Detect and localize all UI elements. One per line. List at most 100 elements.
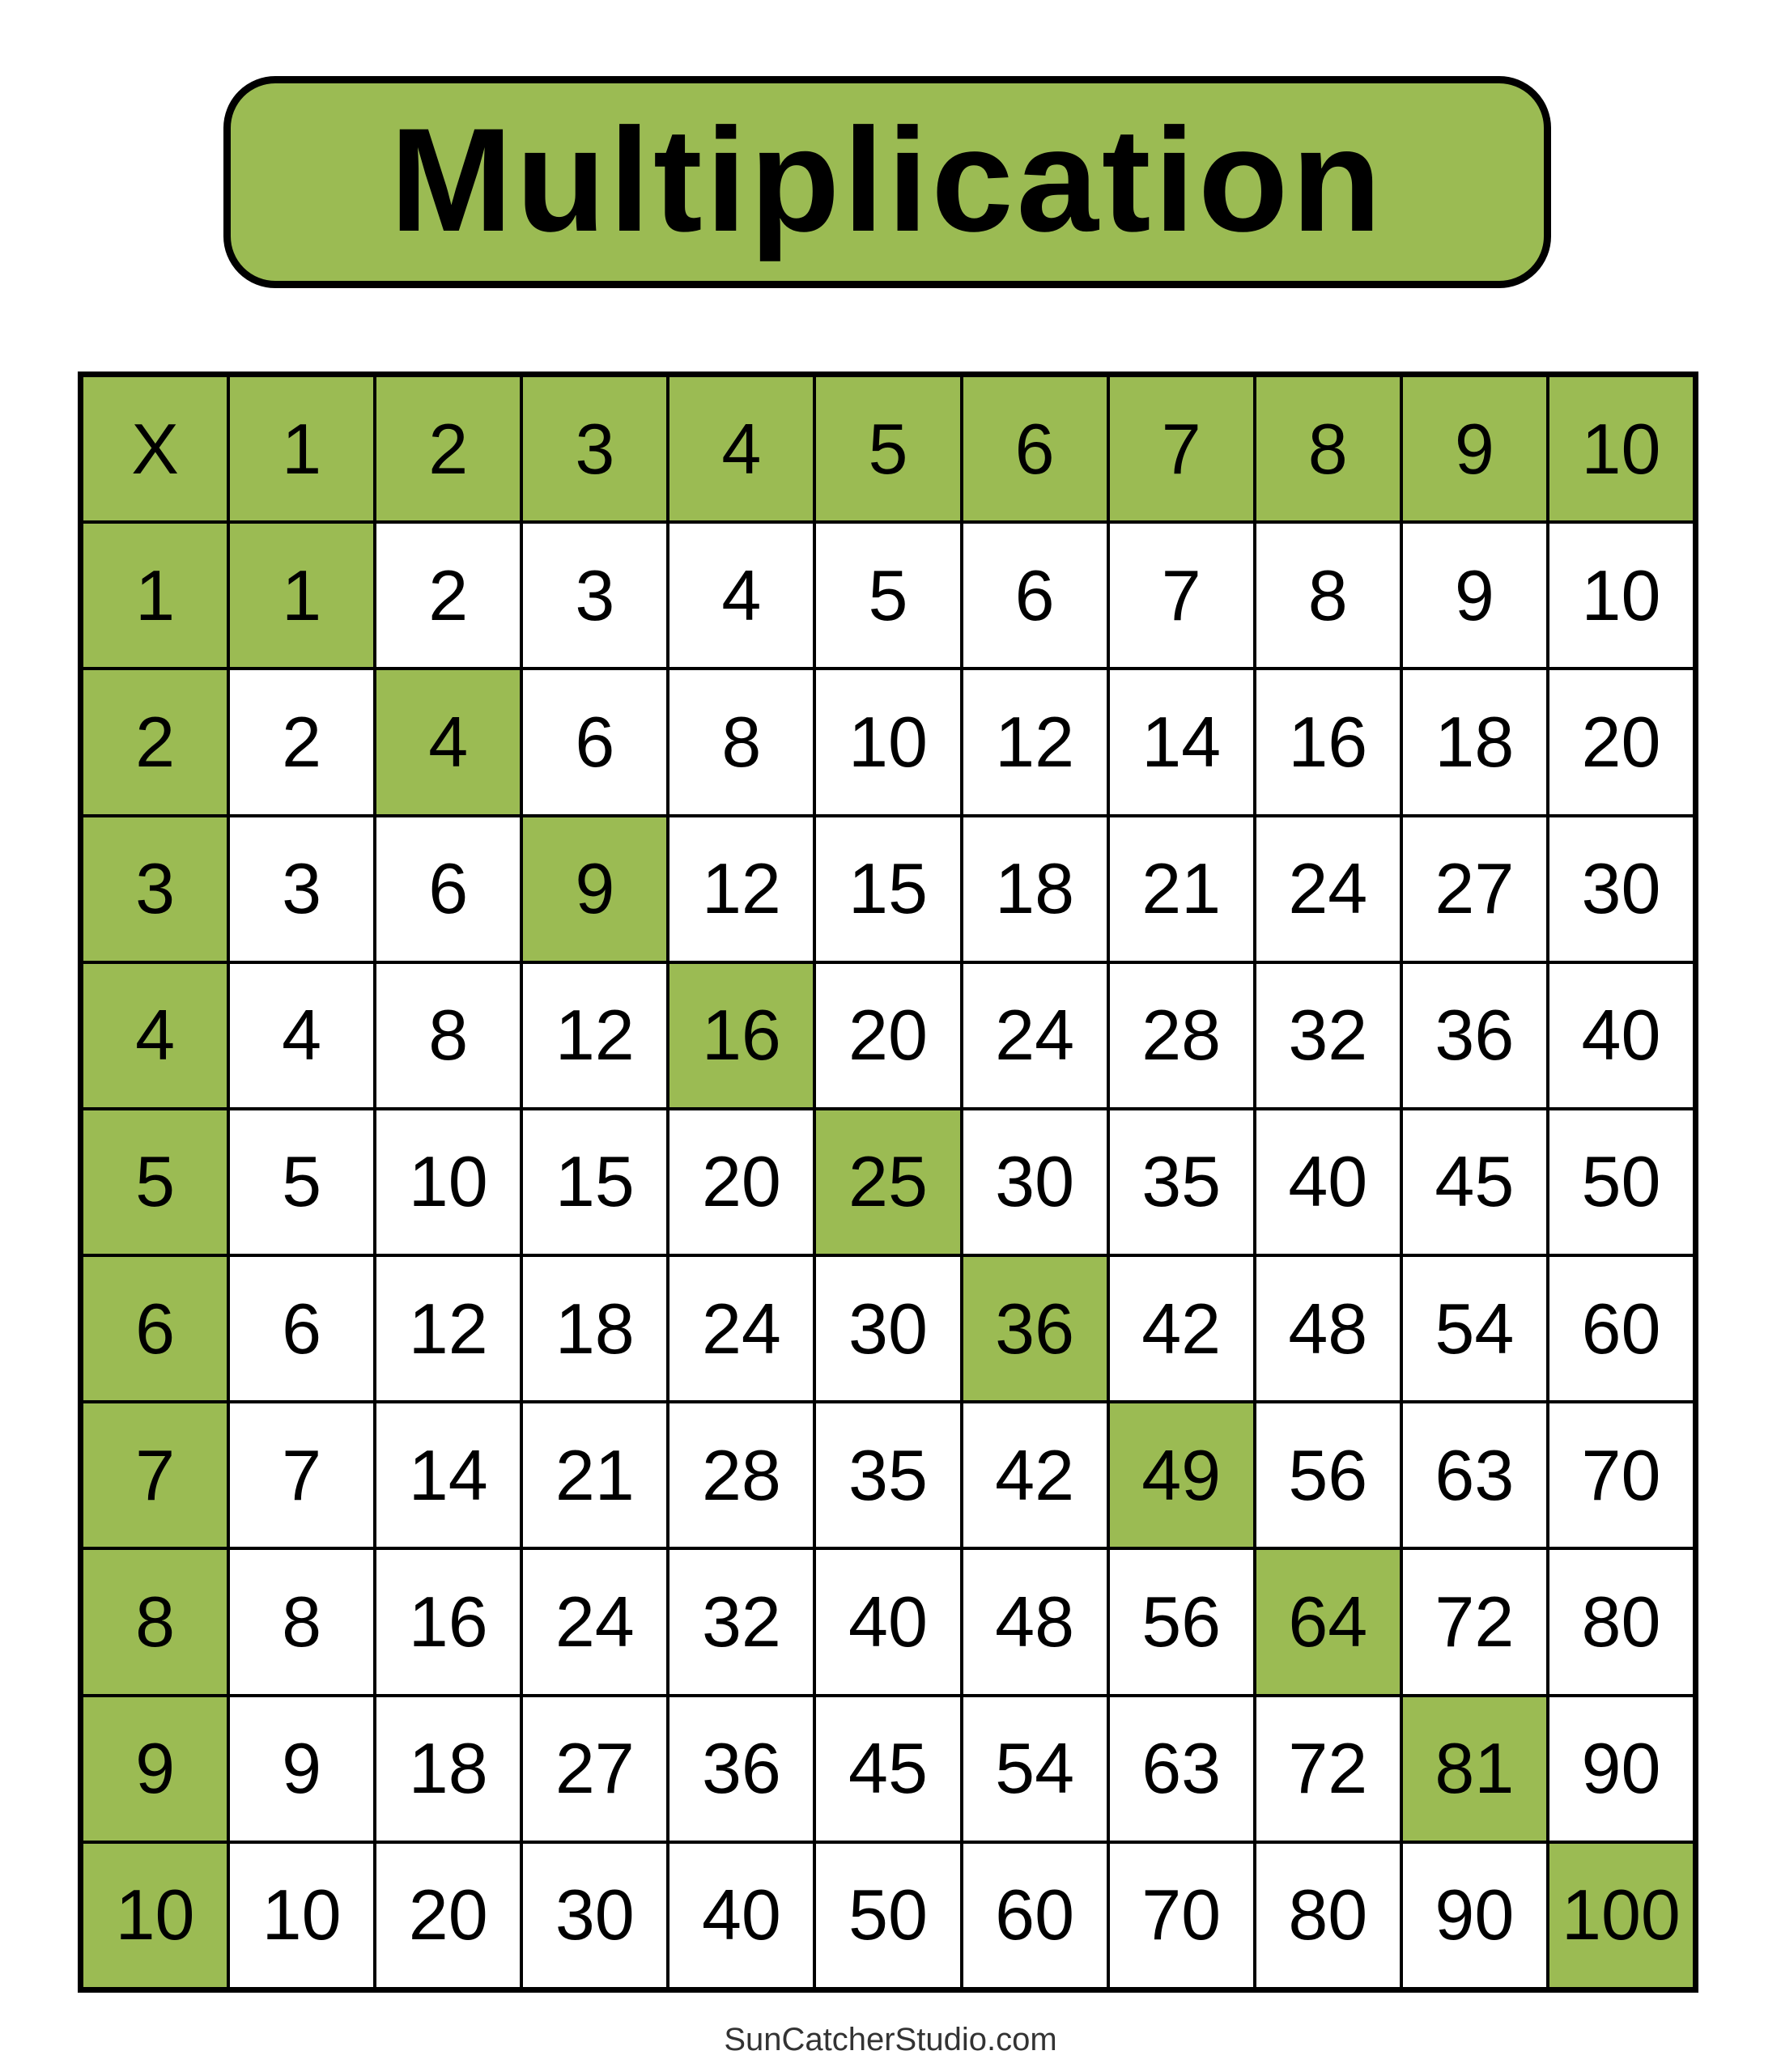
product-cell: 40 xyxy=(1549,963,1693,1107)
product-cell: 48 xyxy=(963,1550,1107,1694)
row-header-cell: 2 xyxy=(83,670,227,814)
product-cell: 16 xyxy=(1256,670,1400,814)
product-cell: 56 xyxy=(1256,1403,1400,1548)
product-cell: 40 xyxy=(669,1843,814,1987)
square-cell: 9 xyxy=(523,817,667,961)
product-cell: 30 xyxy=(816,1257,960,1401)
product-cell: 5 xyxy=(230,1110,374,1255)
product-cell: 9 xyxy=(1402,524,1546,668)
column-header-cell: 2 xyxy=(376,377,521,521)
product-cell: 9 xyxy=(230,1696,374,1841)
product-cell: 20 xyxy=(816,963,960,1107)
column-header-cell: 8 xyxy=(1256,377,1400,521)
product-cell: 10 xyxy=(230,1843,374,1987)
product-cell: 48 xyxy=(1256,1257,1400,1401)
square-cell: 1 xyxy=(230,524,374,668)
product-cell: 2 xyxy=(376,524,521,668)
row-header-cell: 10 xyxy=(83,1843,227,1987)
product-cell: 8 xyxy=(230,1550,374,1694)
product-cell: 18 xyxy=(963,817,1107,961)
product-cell: 24 xyxy=(669,1257,814,1401)
product-cell: 18 xyxy=(1402,670,1546,814)
product-cell: 30 xyxy=(523,1843,667,1987)
product-cell: 12 xyxy=(669,817,814,961)
product-cell: 90 xyxy=(1402,1843,1546,1987)
product-cell: 12 xyxy=(376,1257,521,1401)
product-cell: 16 xyxy=(376,1550,521,1694)
product-cell: 42 xyxy=(963,1403,1107,1548)
product-cell: 18 xyxy=(376,1696,521,1841)
square-cell: 4 xyxy=(376,670,521,814)
product-cell: 6 xyxy=(230,1257,374,1401)
corner-cell: X xyxy=(83,377,227,521)
product-cell: 6 xyxy=(376,817,521,961)
product-cell: 80 xyxy=(1256,1843,1400,1987)
product-cell: 24 xyxy=(1256,817,1400,961)
multiplication-table: X 1 2 3 4 5 6 7 8 9 10 1 1 2 3 4 5 6 7 8 9 10 2 2 4 6 8 10 12 14 16 18 2… xyxy=(78,372,1698,1993)
square-cell: 64 xyxy=(1256,1550,1400,1694)
square-cell: 81 xyxy=(1402,1696,1546,1841)
product-cell: 24 xyxy=(523,1550,667,1694)
square-cell: 36 xyxy=(963,1257,1107,1401)
product-cell: 14 xyxy=(376,1403,521,1548)
product-cell: 3 xyxy=(523,524,667,668)
product-cell: 27 xyxy=(1402,817,1546,961)
product-cell: 15 xyxy=(816,817,960,961)
product-cell: 8 xyxy=(669,670,814,814)
column-header-cell: 4 xyxy=(669,377,814,521)
product-cell: 45 xyxy=(1402,1110,1546,1255)
product-cell: 50 xyxy=(816,1843,960,1987)
row-header-cell: 1 xyxy=(83,524,227,668)
product-cell: 32 xyxy=(669,1550,814,1694)
title-banner: Multiplication xyxy=(223,76,1551,288)
product-cell: 60 xyxy=(1549,1257,1693,1401)
product-cell: 18 xyxy=(523,1257,667,1401)
product-cell: 21 xyxy=(523,1403,667,1548)
product-cell: 10 xyxy=(376,1110,521,1255)
product-cell: 21 xyxy=(1109,817,1253,961)
product-cell: 56 xyxy=(1109,1550,1253,1694)
footer-credit: SunCatcherStudio.com xyxy=(724,2022,1057,2057)
product-cell: 36 xyxy=(669,1696,814,1841)
product-cell: 7 xyxy=(1109,524,1253,668)
product-cell: 36 xyxy=(1402,963,1546,1107)
product-cell: 20 xyxy=(1549,670,1693,814)
row-header-cell: 4 xyxy=(83,963,227,1107)
product-cell: 63 xyxy=(1402,1403,1546,1548)
product-cell: 15 xyxy=(523,1110,667,1255)
square-cell: 100 xyxy=(1549,1843,1693,1987)
product-cell: 50 xyxy=(1549,1110,1693,1255)
row-header-cell: 8 xyxy=(83,1550,227,1694)
column-header-cell: 1 xyxy=(230,377,374,521)
product-cell: 3 xyxy=(230,817,374,961)
product-cell: 42 xyxy=(1109,1257,1253,1401)
product-cell: 2 xyxy=(230,670,374,814)
page-title: Multiplication xyxy=(389,97,1385,262)
product-cell: 90 xyxy=(1549,1696,1693,1841)
product-cell: 40 xyxy=(816,1550,960,1694)
product-cell: 6 xyxy=(523,670,667,814)
product-cell: 70 xyxy=(1109,1843,1253,1987)
product-cell: 10 xyxy=(816,670,960,814)
product-cell: 5 xyxy=(816,524,960,668)
product-cell: 10 xyxy=(1549,524,1693,668)
product-cell: 32 xyxy=(1256,963,1400,1107)
product-cell: 40 xyxy=(1256,1110,1400,1255)
product-cell: 12 xyxy=(523,963,667,1107)
product-cell: 60 xyxy=(963,1843,1107,1987)
product-cell: 14 xyxy=(1109,670,1253,814)
product-cell: 24 xyxy=(963,963,1107,1107)
product-cell: 8 xyxy=(1256,524,1400,668)
product-cell: 63 xyxy=(1109,1696,1253,1841)
row-header-cell: 3 xyxy=(83,817,227,961)
square-cell: 49 xyxy=(1109,1403,1253,1548)
product-cell: 27 xyxy=(523,1696,667,1841)
product-cell: 45 xyxy=(816,1696,960,1841)
product-cell: 70 xyxy=(1549,1403,1693,1548)
square-cell: 25 xyxy=(816,1110,960,1255)
product-cell: 20 xyxy=(669,1110,814,1255)
product-cell: 4 xyxy=(669,524,814,668)
column-header-cell: 6 xyxy=(963,377,1107,521)
product-cell: 72 xyxy=(1402,1550,1546,1694)
product-cell: 30 xyxy=(1549,817,1693,961)
